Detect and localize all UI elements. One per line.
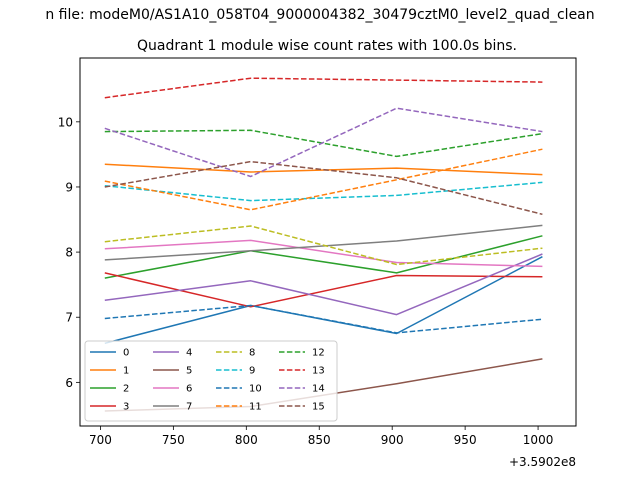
legend-label-5: 5 xyxy=(186,366,192,377)
legend-label-4: 4 xyxy=(186,348,192,359)
legend-label-7: 7 xyxy=(186,402,192,413)
x-offset-text: +3.5902e8 xyxy=(509,455,576,469)
legend-label-1: 1 xyxy=(123,366,129,377)
x-tick-label: 750 xyxy=(162,433,185,447)
chart-title: Quadrant 1 module wise count rates with … xyxy=(137,38,517,54)
y-tick-label: 7 xyxy=(65,311,73,325)
legend-label-13: 13 xyxy=(312,366,325,377)
series-line-2 xyxy=(104,235,543,279)
legend-label-6: 6 xyxy=(186,384,192,395)
series-line-11 xyxy=(104,148,543,211)
series-line-10 xyxy=(104,304,543,334)
series-layer xyxy=(104,77,543,412)
x-tick-label: 800 xyxy=(235,433,258,447)
series-line-14 xyxy=(104,107,543,178)
series-line-9 xyxy=(104,181,543,202)
series-line-4 xyxy=(104,253,543,316)
chart-suptitle: n file: modeM0/AS1A10_058T04_9000004382_… xyxy=(45,7,594,23)
legend-label-3: 3 xyxy=(123,402,129,413)
x-tick-label: 950 xyxy=(454,433,477,447)
plot-frame xyxy=(79,57,577,427)
x-tick-label: 1000 xyxy=(523,433,554,447)
series-line-6 xyxy=(104,239,543,268)
legend-label-8: 8 xyxy=(249,348,255,359)
x-tick-label: 850 xyxy=(308,433,331,447)
y-tick-label: 8 xyxy=(65,246,73,260)
y-tick-label: 6 xyxy=(65,376,73,390)
legend-label-2: 2 xyxy=(123,384,129,395)
series-line-12 xyxy=(104,129,543,158)
series-line-13 xyxy=(104,77,543,99)
legend-label-11: 11 xyxy=(249,402,262,413)
legend-label-14: 14 xyxy=(312,384,325,395)
legend-label-9: 9 xyxy=(249,366,255,377)
legend-label-0: 0 xyxy=(123,348,129,359)
series-line-8 xyxy=(104,225,543,266)
x-tick-label: 900 xyxy=(381,433,404,447)
legend-label-15: 15 xyxy=(312,402,325,413)
legend-label-12: 12 xyxy=(312,348,325,359)
legend-label-10: 10 xyxy=(249,384,262,395)
y-tick-label: 9 xyxy=(65,180,73,194)
y-tick-label: 10 xyxy=(58,115,73,129)
legend-box xyxy=(84,340,338,422)
series-line-15 xyxy=(104,160,543,216)
series-line-0 xyxy=(104,256,543,345)
x-tick-label: 700 xyxy=(89,433,112,447)
x-axis: 700 750 800 850 900 950 1000 xyxy=(89,426,553,447)
y-axis: 6 7 8 9 10 xyxy=(58,115,80,390)
